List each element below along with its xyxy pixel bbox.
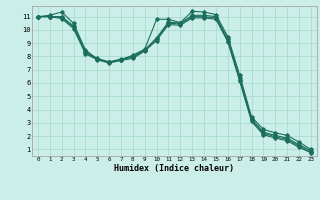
X-axis label: Humidex (Indice chaleur): Humidex (Indice chaleur) <box>115 164 234 173</box>
